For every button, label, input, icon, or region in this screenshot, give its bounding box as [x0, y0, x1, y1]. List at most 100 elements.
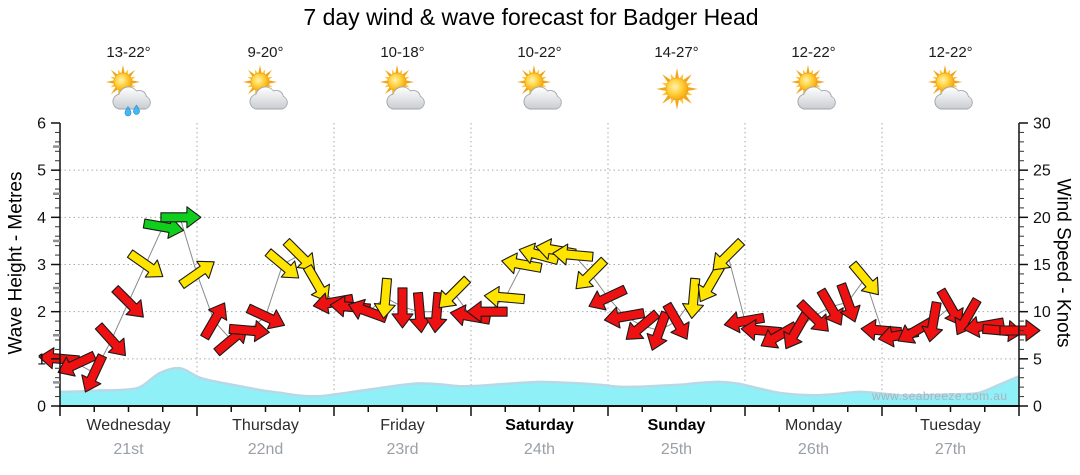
- right-tick-label: 0: [1033, 399, 1042, 416]
- day-name-label: Thursday: [232, 417, 299, 434]
- right-tick-label: 20: [1033, 210, 1051, 227]
- wind-arrow: [603, 306, 646, 329]
- wind-arrow: [723, 311, 766, 334]
- left-tick-label: 3: [37, 257, 46, 274]
- wind-arrow: [245, 303, 286, 330]
- wind-arrow: [848, 260, 879, 296]
- day-weather-icon: [650, 63, 704, 122]
- day-weather-icon: [376, 63, 430, 122]
- day-date-label: 25th: [660, 441, 693, 458]
- weather-icon-sun-cloud: [242, 64, 288, 110]
- cloud-icon: [523, 86, 562, 110]
- day-name-label: Sunday: [647, 417, 706, 434]
- weather-icon-sun-cloud: [516, 64, 562, 110]
- wind-arrow: [483, 285, 526, 308]
- wind-arrow: [897, 316, 936, 344]
- day-temperature-range: 10-22°: [517, 44, 562, 61]
- watermark: www.seabreeze.com.au: [872, 389, 1008, 403]
- day-temperature-range: 13-22°: [106, 44, 151, 61]
- wind-arrows: [38, 206, 1041, 393]
- weather-icon-sun-cloud: [790, 64, 836, 110]
- bottom-axis-ticks: [59, 406, 1020, 416]
- day-date-label: 22nd: [247, 441, 284, 458]
- day-date-label: 24th: [523, 441, 556, 458]
- wind-arrow: [373, 277, 396, 319]
- wind-arrow: [501, 252, 543, 275]
- weather-icon-sun-cloud: [379, 64, 425, 110]
- wind-arrow: [552, 243, 594, 266]
- wind-connector-line: [59, 216, 1019, 374]
- wind-arrow: [409, 291, 432, 334]
- day-temperature-range: 12-22°: [791, 44, 836, 61]
- cloud-icon: [112, 86, 151, 110]
- weather-icon-sun-cloud: [927, 64, 973, 110]
- wind-arrow: [81, 353, 107, 393]
- wind-arrow: [796, 299, 829, 332]
- left-axis-title: Wave Height - Metres: [5, 171, 27, 355]
- wind-arrow: [111, 285, 144, 318]
- cloud-icon: [249, 86, 288, 110]
- left-axis-ticks: 0 1 2 3 4 5 6: [37, 116, 60, 416]
- day-weather-icon: [513, 63, 567, 122]
- right-tick-label: 30: [1033, 116, 1051, 133]
- day-temperature-range: 9-20°: [247, 44, 284, 61]
- wind-arrow: [228, 320, 270, 343]
- left-tick-label: 2: [37, 304, 46, 321]
- wind-arrow: [57, 350, 97, 377]
- day-weather-icon: [102, 63, 156, 122]
- wind-arrow: [625, 309, 661, 340]
- wind-arrow: [783, 311, 811, 350]
- right-tick-label: 25: [1033, 163, 1051, 180]
- left-tick-label: 6: [37, 116, 46, 133]
- day-name-label: Wednesday: [86, 417, 171, 434]
- wind-arrow: [391, 287, 414, 329]
- day-weather-icon: [239, 63, 293, 122]
- left-tick-label: 5: [37, 163, 46, 180]
- wind-arrow: [438, 275, 472, 309]
- sun-icon-core: [655, 68, 698, 110]
- wave-area: [59, 366, 1020, 406]
- day-temperature-range: 10-18°: [380, 44, 425, 61]
- wind-arrow: [160, 206, 202, 229]
- day-date-label: 27th: [934, 441, 967, 458]
- left-tick-label: 0: [37, 399, 46, 416]
- wind-arrow: [836, 282, 861, 323]
- wind-arrow: [816, 287, 844, 326]
- right-axis-title: Wind Speed - Knots: [1052, 178, 1074, 348]
- wind-arrow: [712, 237, 746, 271]
- wind-arrow: [588, 284, 628, 311]
- weather-icon-sun-cloud-rain: [105, 64, 151, 117]
- weather-icon-sun: [655, 68, 698, 110]
- wind-arrow: [921, 301, 944, 343]
- wind-arrow: [302, 264, 331, 303]
- page-title: 7 day wind & wave forecast for Badger He…: [303, 4, 759, 30]
- day-date-label: 23rd: [386, 441, 419, 458]
- wind-arrow: [466, 300, 508, 323]
- cloud-icon: [797, 86, 836, 110]
- raindrop-icon: [132, 104, 140, 115]
- wind-arrow: [126, 249, 164, 278]
- day-date-label: 21st: [113, 441, 144, 458]
- right-tick-label: 5: [1033, 351, 1042, 368]
- wind-arrow: [936, 287, 964, 326]
- raindrop-icon: [124, 106, 131, 117]
- day-name-label: Monday: [785, 417, 842, 434]
- right-tick-label: 15: [1033, 257, 1051, 274]
- cloud-icon: [386, 86, 425, 110]
- day-temperature-range: 12-22°: [928, 44, 973, 61]
- day-weather-icon: [924, 63, 978, 122]
- wind-arrow: [662, 301, 690, 340]
- left-tick-label: 1: [37, 351, 46, 368]
- wind-arrow: [760, 321, 799, 349]
- day-name-label: Friday: [380, 417, 425, 434]
- wind-arrow: [646, 310, 671, 351]
- day-date-label: 26th: [797, 441, 830, 458]
- right-tick-label: 10: [1033, 304, 1051, 321]
- day-temperature-range: 14-27°: [654, 44, 699, 61]
- day-name-label: Saturday: [505, 417, 574, 434]
- wind-arrow: [575, 256, 609, 290]
- wind-arrow: [142, 217, 185, 239]
- wind-arrow: [94, 322, 127, 357]
